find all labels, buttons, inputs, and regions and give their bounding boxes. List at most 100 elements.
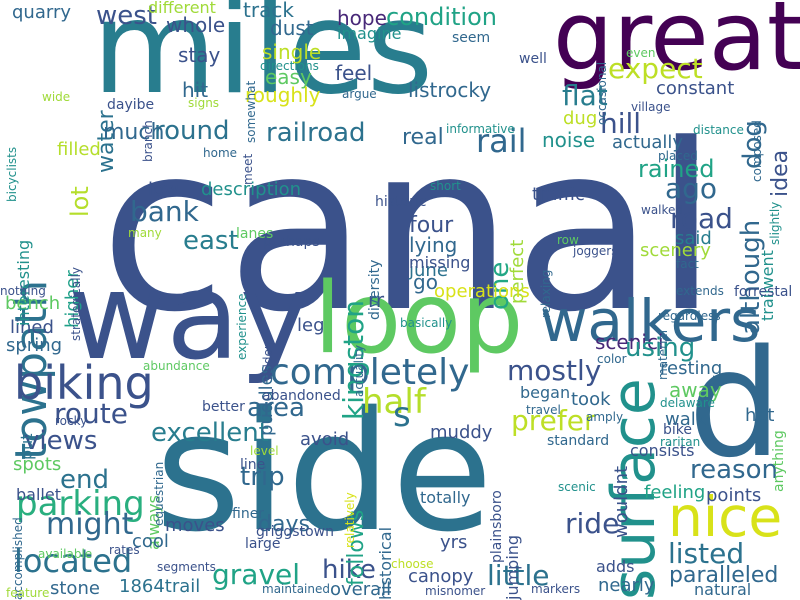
word-round: round — [154, 116, 230, 146]
word-side: side — [155, 376, 494, 568]
word-bank: bank — [130, 195, 199, 228]
word-ridden: ridden — [261, 341, 275, 381]
word-historic: historic — [375, 194, 427, 210]
word-dug: dug — [563, 108, 598, 129]
word-gravel: gravel — [212, 558, 301, 591]
word-biking: biking — [14, 356, 154, 410]
word-hill: hill — [600, 107, 642, 140]
word-real: real — [402, 125, 444, 150]
word-travel: travel — [526, 403, 561, 417]
word-much: much — [103, 120, 165, 145]
word-yrs: yrs — [440, 532, 468, 553]
word-joggers: joggers — [573, 244, 618, 258]
word-bicyclists: bicyclists — [5, 146, 19, 202]
word-actually: actually — [612, 132, 684, 153]
word-distance: distance — [693, 123, 744, 137]
word-village: village — [631, 100, 671, 114]
word-forrestal: forrestal — [734, 284, 793, 300]
word-material: material — [656, 329, 670, 380]
word-abandoned: abandoned — [262, 388, 341, 404]
word-go: go — [413, 270, 438, 294]
word-consists: consists — [630, 441, 695, 460]
word-perhaps: perhaps — [263, 234, 320, 250]
word-expect: expect — [608, 52, 703, 85]
word-nothing: nothing — [0, 284, 46, 298]
word-end: end — [60, 465, 109, 495]
word-little: little — [487, 559, 550, 592]
word-level: level — [250, 444, 279, 458]
word-directions: directions — [260, 59, 319, 73]
word-home: home — [203, 146, 238, 160]
word-paralleled: paralleled — [669, 563, 779, 588]
word-filled: filled — [57, 139, 101, 160]
word-better: better — [202, 399, 245, 415]
word-feature: feature — [6, 586, 50, 600]
word-composed: composed — [750, 120, 764, 182]
word-anything: anything — [771, 430, 787, 492]
word-fact: fact — [676, 257, 699, 271]
word-railroad: railroad — [266, 118, 366, 148]
word-walkers: walkers — [540, 287, 761, 355]
word-interesting: interesting — [14, 239, 33, 326]
word-dust: dust — [270, 16, 314, 40]
word-feeling: feeling — [644, 482, 706, 503]
word-track: track — [243, 0, 294, 22]
word-delaware: delaware — [660, 396, 715, 410]
word-bike: bike — [663, 422, 692, 438]
word-available: available — [38, 547, 93, 561]
word-walk: walk — [665, 409, 707, 430]
word-area: area — [247, 393, 305, 423]
word-hike: hike — [322, 555, 376, 585]
word-ride: ride — [565, 507, 620, 540]
word-might: might — [46, 507, 134, 542]
word-mostly: mostly — [507, 354, 602, 387]
word-listrocky: listrocky — [408, 78, 492, 102]
word-rocky: rocky — [55, 414, 88, 428]
word-listed: listed — [668, 537, 745, 570]
word-walked: walked — [641, 203, 684, 217]
word-four: four — [409, 213, 454, 238]
word-occasional: occasional — [595, 61, 609, 125]
word-easy: easy — [265, 65, 312, 89]
word-way: way — [68, 248, 311, 387]
word-spots: spots — [13, 454, 62, 475]
word-quarry: quarry — [12, 2, 72, 23]
word-away: away — [669, 378, 722, 402]
word-located: located — [14, 542, 133, 580]
word-traffic: traffic — [532, 184, 585, 205]
word-relatively: relatively — [343, 492, 357, 548]
word-flat: flat — [562, 79, 608, 112]
word-choose: choose — [391, 557, 434, 571]
word-segments: segments — [157, 560, 216, 574]
word-excellent: excellent — [151, 418, 269, 448]
word-adds: adds — [596, 557, 635, 576]
word-branch: branch — [141, 120, 155, 162]
word-west: west — [96, 1, 158, 31]
word-imagine: imagine — [337, 24, 402, 43]
word-basically: basically — [400, 316, 453, 330]
word-nearly: nearly — [598, 575, 655, 596]
word-half: half — [362, 382, 426, 422]
word-large: large — [245, 536, 281, 552]
word-relaxing: relaxing — [539, 269, 553, 318]
word-road: road — [670, 202, 733, 235]
word-diversity: diversity — [367, 259, 383, 320]
word-lanes: lanes — [236, 226, 274, 242]
word-different: different — [148, 0, 216, 17]
word-resting: resting — [660, 358, 723, 379]
word-finer: finer — [232, 506, 265, 522]
word-moves: moves — [165, 515, 225, 536]
word-hope: hope — [337, 6, 387, 30]
word-canal: canal — [100, 96, 719, 363]
word-raritan: raritan — [660, 435, 701, 449]
word-equestrian: equestrian — [152, 461, 166, 526]
word-strategically: strategically — [69, 266, 83, 341]
word-wide: wide — [42, 90, 71, 104]
word-row: row — [557, 233, 579, 247]
word-feel: feel — [335, 61, 373, 85]
word-operations: operations — [434, 281, 530, 302]
word-rained: rained — [638, 155, 715, 183]
word-completely: completely — [270, 352, 470, 393]
word-spring: spring — [6, 335, 63, 356]
word-lined: lined — [10, 317, 54, 338]
